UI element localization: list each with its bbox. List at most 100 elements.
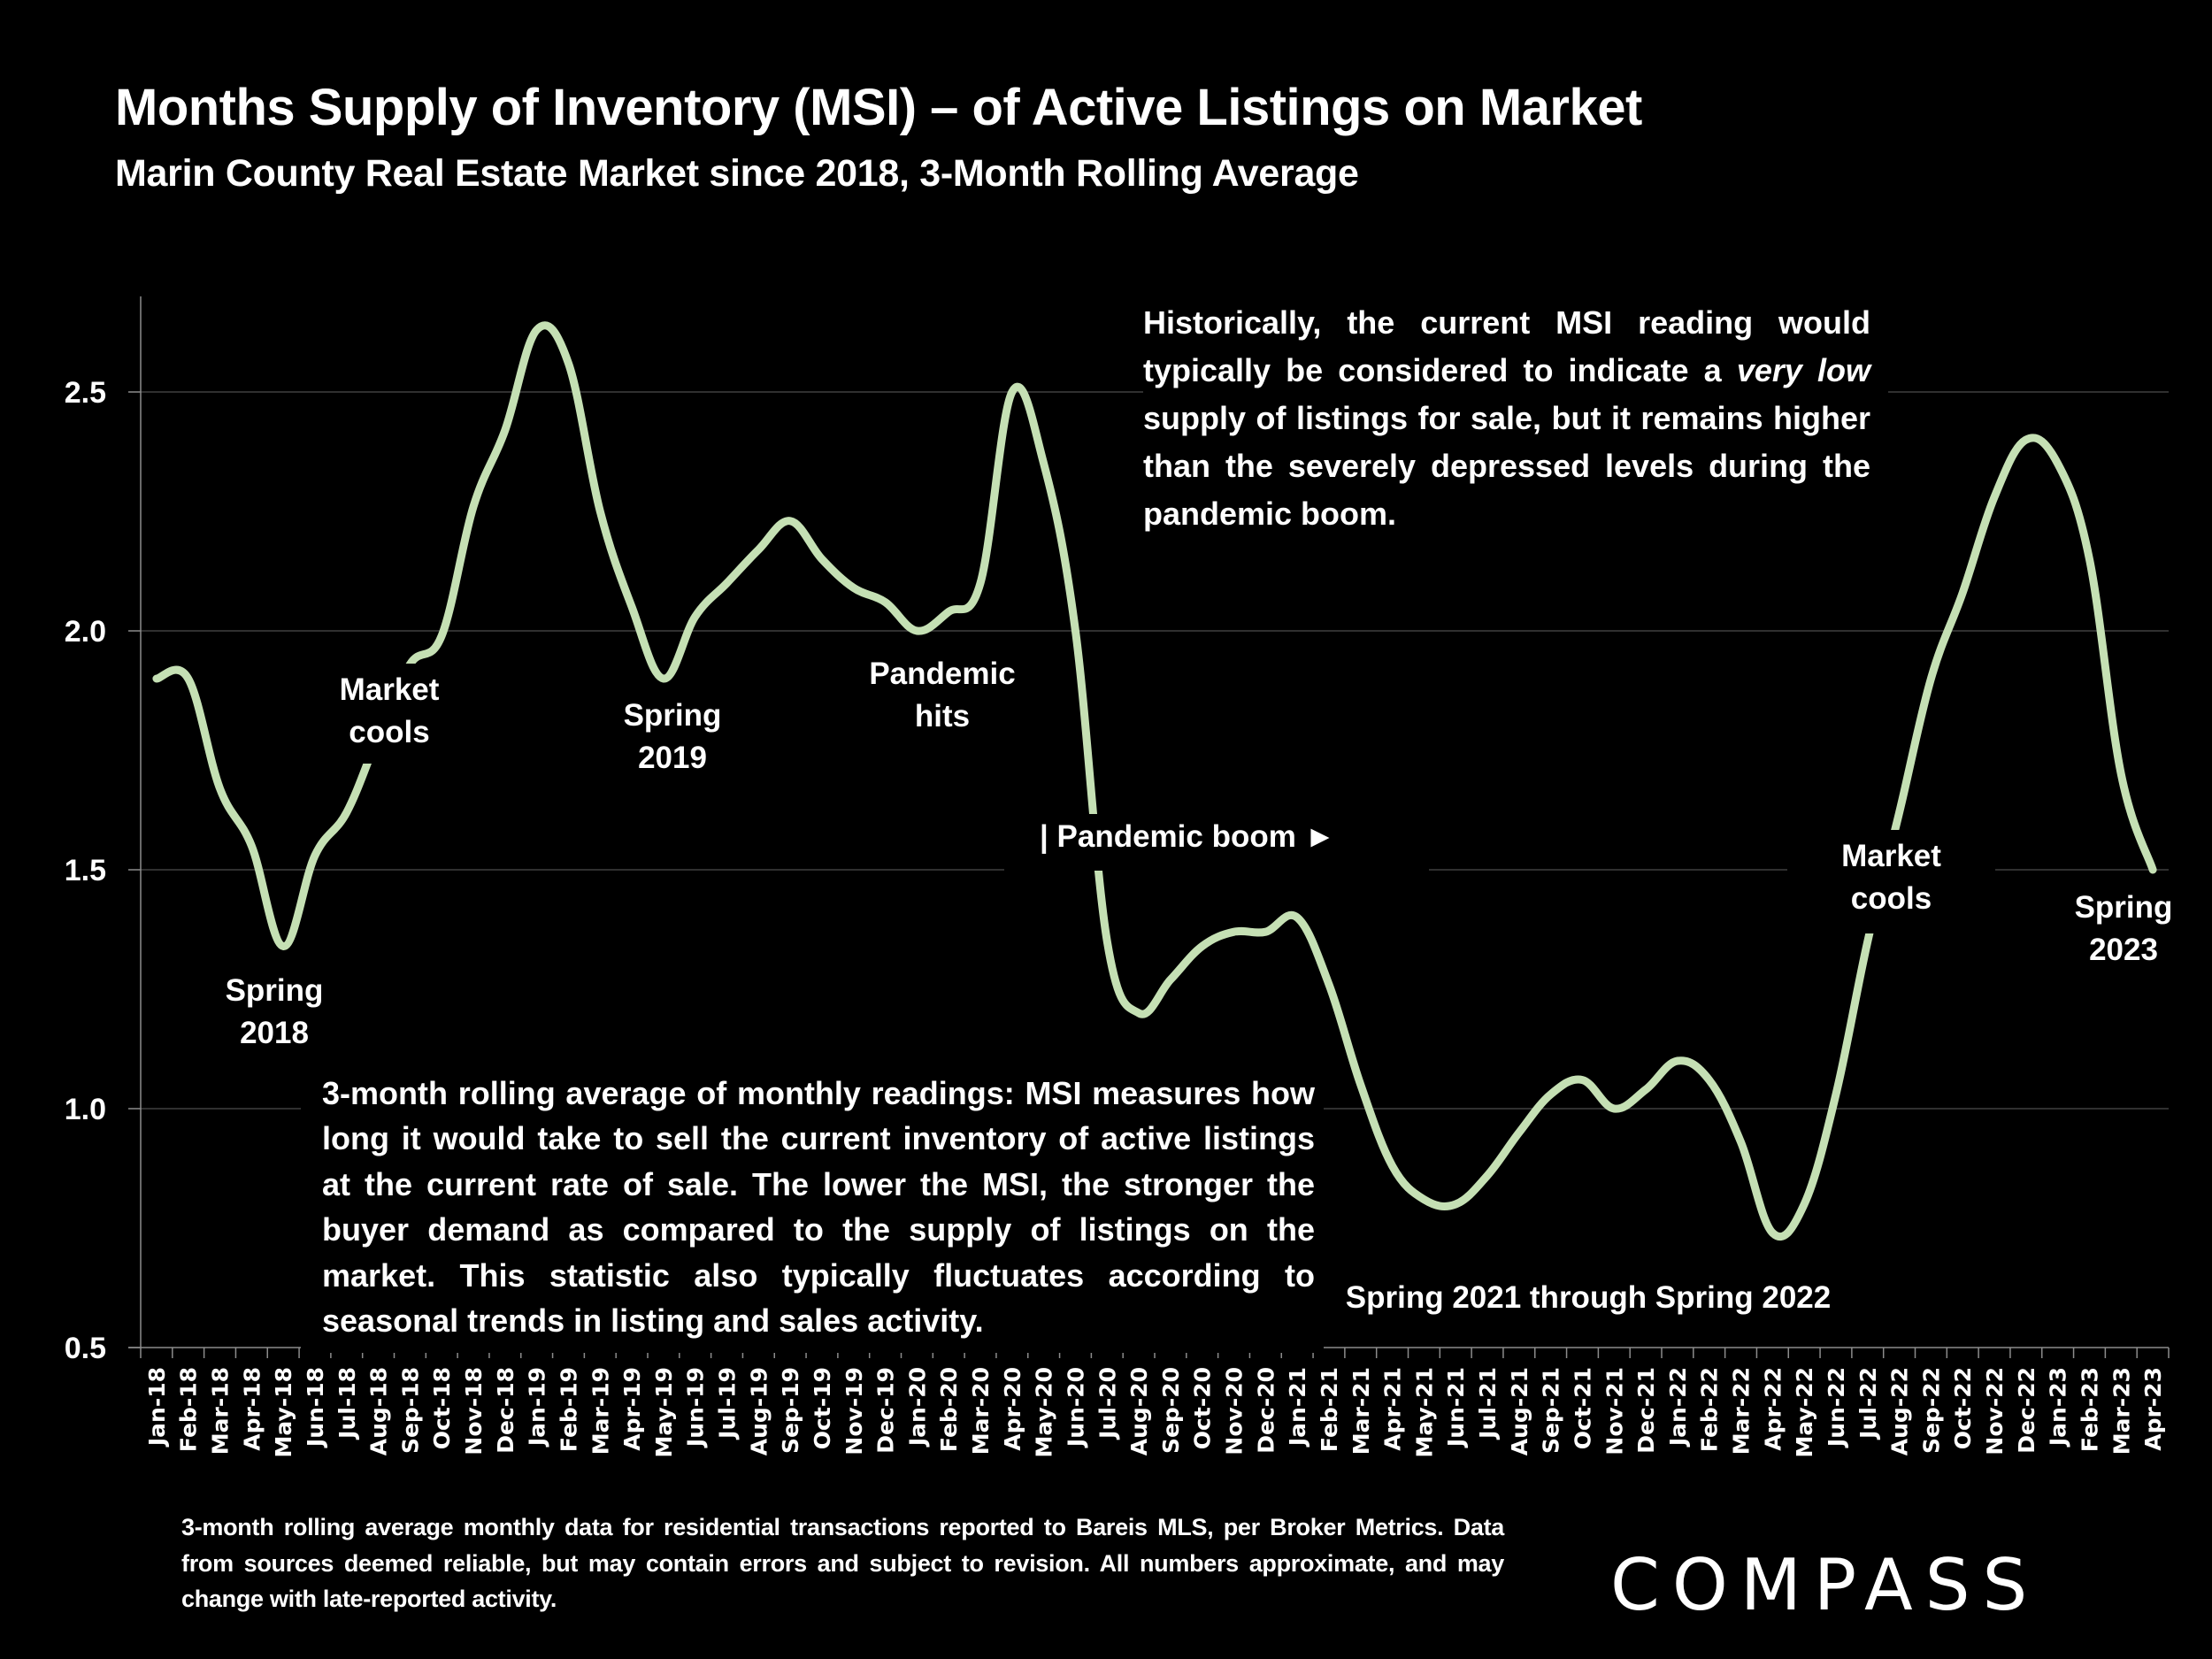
x-tick-label: Apr-23 (2140, 1367, 2166, 1451)
x-tick-label: Dec-18 (493, 1367, 518, 1454)
x-tick-label: Nov-19 (841, 1367, 867, 1455)
annotation-market-cools-2022: Market cools (1787, 830, 1995, 933)
x-tick-label: Jan-18 (144, 1367, 170, 1448)
y-axis-ticks: 0.5 1.0 1.5 2.0 2.5 (65, 376, 106, 1365)
x-tick-label: May-21 (1411, 1367, 1437, 1457)
x-tick-label: Jan-22 (1665, 1367, 1691, 1448)
annotation-spring-2018: Spring 2018 (212, 970, 336, 1056)
x-tick-label: Dec-19 (873, 1367, 899, 1454)
x-tick-label: Nov-18 (461, 1367, 487, 1455)
x-tick-label: Apr-21 (1380, 1367, 1406, 1451)
historical-note: Historically, the current MSI reading wo… (1143, 299, 1888, 538)
x-tick-label: Nov-22 (1982, 1367, 2008, 1455)
x-tick-label: Dec-21 (1633, 1367, 1659, 1454)
x-tick-label: Mar-18 (208, 1367, 234, 1455)
annotation-line: cools (1850, 881, 1932, 917)
annotation-line: cools (349, 715, 430, 750)
historical-note-emphasis: very low (1736, 352, 1870, 388)
x-tick-label: Jan-21 (1285, 1367, 1310, 1448)
y-tick-label: 2.5 (65, 376, 106, 410)
x-tick-label: Feb-18 (176, 1367, 202, 1452)
annotation-line: Spring (225, 973, 324, 1008)
annotation-spring-2023: Spring 2023 (2062, 887, 2185, 972)
annotation-pandemic-hits: Pandemic hits (858, 653, 1026, 739)
x-tick-label: Feb-19 (556, 1367, 581, 1452)
x-tick-label: Dec-22 (2014, 1367, 2039, 1454)
y-tick-label: 0.5 (65, 1332, 106, 1365)
definition-note: 3-month rolling average of monthly readi… (301, 1071, 1324, 1353)
x-tick-label: Mar-20 (968, 1367, 994, 1455)
annotation-line: Spring (2074, 890, 2173, 925)
x-tick-label: Jun-19 (683, 1367, 709, 1448)
x-tick-label: Jan-23 (2046, 1367, 2071, 1448)
x-tick-label: Dec-20 (1253, 1367, 1279, 1454)
x-tick-label: Jul-20 (1094, 1367, 1120, 1440)
annotation-market-cools-2018: Market cools (319, 664, 460, 764)
x-tick-label: Mar-23 (2108, 1367, 2134, 1455)
x-tick-label: Aug-21 (1507, 1367, 1532, 1455)
annotation-line: Spring (623, 698, 722, 733)
x-tick-label: Mar-22 (1729, 1367, 1755, 1455)
x-tick-label: May-22 (1792, 1367, 1817, 1457)
y-tick-label: 2.0 (65, 615, 106, 649)
x-tick-label: Jun-22 (1824, 1367, 1849, 1448)
chart-subtitle: Marin County Real Estate Market since 20… (115, 152, 1359, 195)
x-tick-label: Aug-18 (366, 1367, 392, 1455)
x-tick-label: Feb-22 (1697, 1367, 1723, 1452)
annotation-pandemic-boom: | Pandemic boom ► (1004, 814, 1429, 871)
annotation-spring-2019: Spring 2019 (611, 695, 734, 780)
x-tick-label: Jun-21 (1443, 1367, 1469, 1448)
x-tick-label: Jan-20 (904, 1367, 930, 1448)
x-tick-label: Mar-21 (1348, 1367, 1374, 1455)
annotation-line: Pandemic (869, 657, 1016, 691)
series-msi (152, 321, 2157, 1241)
x-tick-label: Jan-19 (525, 1367, 550, 1448)
x-tick-label: Sep-20 (1158, 1367, 1184, 1454)
x-tick-label: Aug-19 (746, 1367, 772, 1455)
compass-logo: COMPASS (1610, 1544, 2039, 1626)
annotation-line: 2023 (2089, 933, 2158, 968)
x-tick-label: Nov-20 (1222, 1367, 1248, 1455)
x-tick-label: Jun-18 (303, 1367, 328, 1448)
historical-note-text-end: supply of listings for sale, but it rema… (1143, 400, 1870, 532)
compass-logo-text: COMPASS (1610, 1544, 2040, 1626)
x-tick-label: Apr-22 (1760, 1367, 1786, 1451)
x-tick-label: May-18 (271, 1367, 296, 1457)
y-tick-label: 1.0 (65, 1093, 106, 1126)
x-tick-label: May-20 (1032, 1367, 1057, 1457)
x-tick-label: Mar-19 (588, 1367, 613, 1455)
x-tick-label: Aug-20 (1126, 1367, 1152, 1455)
x-tick-label: May-19 (651, 1367, 677, 1457)
annotation-line: 2019 (638, 741, 707, 776)
source-footnote: 3-month rolling average monthly data for… (181, 1514, 1504, 1612)
x-tick-label: Apr-19 (619, 1367, 645, 1451)
x-axis-ticks: Jan-18 Feb-18 Mar-18 Apr-18 May-18 Jun-18 Jul-… (144, 1367, 2166, 1457)
x-tick-label: Nov-21 (1601, 1367, 1627, 1455)
x-tick-label: Oct-18 (429, 1367, 455, 1449)
annotation-line: 2018 (240, 1016, 309, 1051)
annotation-line: Market (339, 672, 440, 707)
x-tick-label: Jul-19 (715, 1367, 741, 1440)
x-tick-label: Apr-20 (1000, 1367, 1025, 1451)
chart-title: Months Supply of Inventory (MSI) – of Ac… (115, 79, 1642, 136)
x-tick-label: Sep-21 (1539, 1367, 1564, 1454)
x-tick-label: Sep-18 (397, 1367, 423, 1454)
annotation-line: Market (1841, 839, 1941, 873)
x-tick-label: Apr-18 (239, 1367, 265, 1451)
x-tick-label: Sep-19 (778, 1367, 803, 1454)
x-tick-label: Sep-22 (1918, 1367, 1944, 1454)
x-tick-label: Jul-22 (1855, 1367, 1881, 1440)
annotation-spring-2021-2022: Spring 2021 through Spring 2022 (1345, 1280, 1832, 1315)
x-tick-label: Oct-20 (1190, 1367, 1216, 1449)
x-tick-label: Oct-19 (810, 1367, 835, 1449)
x-tick-label: Oct-21 (1570, 1367, 1595, 1449)
x-tick-label: Feb-20 (936, 1367, 962, 1452)
x-tick-label: Oct-22 (1950, 1367, 1976, 1449)
annotation-line: hits (914, 699, 971, 734)
series-line (152, 321, 2157, 1241)
x-tick-label: Feb-21 (1317, 1367, 1342, 1452)
x-tick-label: Jul-21 (1475, 1367, 1501, 1440)
x-tick-label: Jun-20 (1063, 1367, 1088, 1448)
x-tick-label: Feb-23 (2077, 1367, 2102, 1452)
